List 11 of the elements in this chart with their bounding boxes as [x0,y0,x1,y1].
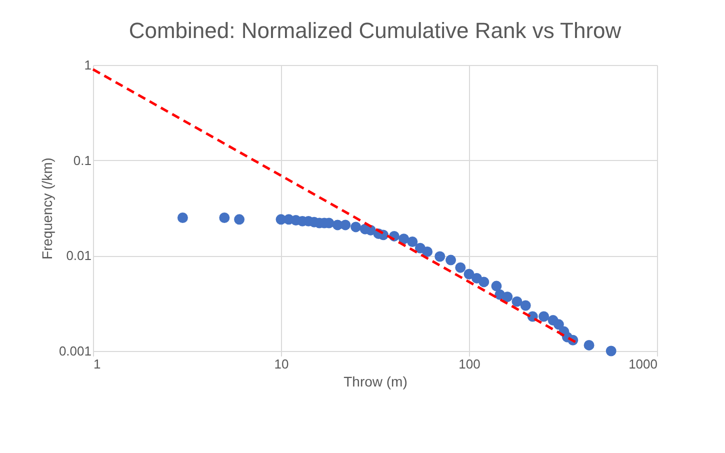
x-tick-label: 10 [274,356,289,372]
y-tick-label: 0.01 [66,248,92,264]
y-tick-label: 0.001 [58,344,92,358]
y-tick-label: 0.1 [73,152,92,168]
x-tick-label: 100 [458,356,480,372]
chart-title: Combined: Normalized Cumulative Rank vs Throw [128,18,622,43]
x-tick-label: 1000 [628,356,658,372]
y-tick-label: 1 [84,58,92,72]
x-axis-title: Throw (m) [344,374,408,390]
x-tick-label: 1 [94,356,101,372]
y-axis-title: Frequency (/km) [38,158,55,260]
